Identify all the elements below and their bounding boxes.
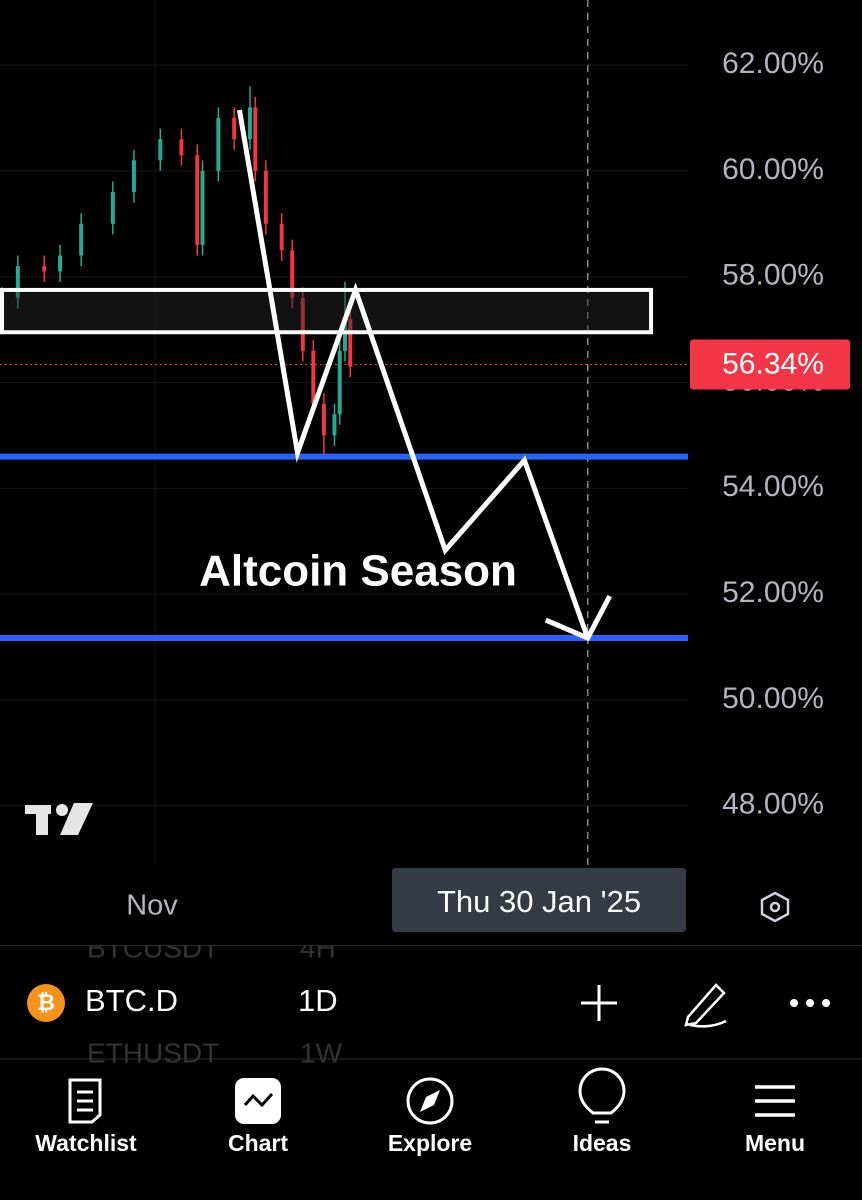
candle-body	[332, 414, 337, 436]
y-tick-label: 52.00%	[722, 576, 824, 609]
tab[interactable]: Explore	[388, 1077, 472, 1156]
candle-body	[158, 139, 163, 161]
candle-body	[300, 297, 305, 351]
faded-symbol: ETHUSDT	[87, 1037, 219, 1068]
annotation-text: Altcoin Season	[199, 547, 517, 596]
y-tick-label: 50.00%	[722, 682, 824, 715]
candle-body	[343, 319, 347, 351]
draw-button[interactable]	[684, 983, 727, 1028]
tab-label[interactable]: Menu	[745, 1130, 805, 1156]
arrow-path	[236, 109, 591, 639]
faded-symbol: BTCUSDT	[87, 945, 219, 963]
tab[interactable]: Menu	[745, 1085, 805, 1156]
interval[interactable]: 1D	[298, 983, 338, 1018]
candle-body	[42, 266, 47, 272]
chart: Nov Altcoin Season 48.00% 50.00% 52.00% 54.0…	[0, 0, 850, 932]
tab-label[interactable]: Explore	[388, 1130, 472, 1156]
y-tick-label: 62.00%	[722, 47, 824, 80]
tab[interactable]: Watchlist	[35, 1078, 137, 1156]
y-tick-label: 60.00%	[722, 153, 824, 186]
tab[interactable]: Ideas	[573, 1067, 632, 1156]
x-tick-label: Nov	[126, 890, 178, 922]
svg-text:₿: ₿	[37, 990, 55, 1015]
candle-body	[321, 403, 326, 436]
candle-body	[337, 350, 342, 415]
candle-body	[110, 192, 115, 224]
more-button[interactable]	[790, 999, 830, 1007]
candle-body	[131, 160, 136, 193]
tv-logo	[25, 803, 93, 835]
candle-body	[179, 139, 184, 156]
candle-body	[79, 223, 84, 256]
candle-body	[216, 117, 221, 171]
settings-icon[interactable]	[760, 891, 790, 923]
faded-interval: 1W	[300, 1037, 343, 1068]
candle-body	[311, 350, 316, 404]
tab[interactable]: Chart	[228, 1078, 288, 1156]
candle-body	[15, 266, 20, 298]
faded-interval: 4H	[300, 945, 336, 963]
candle-body	[253, 107, 258, 171]
candle-body	[195, 155, 200, 245]
tab-label[interactable]: Chart	[228, 1130, 288, 1156]
candle-body	[248, 107, 253, 140]
candle-body	[232, 117, 237, 140]
price-tag-label: 56.34%	[722, 347, 824, 380]
add-button[interactable]	[581, 985, 617, 1021]
candle-body	[200, 170, 205, 245]
y-tick-label: 54.00%	[722, 470, 824, 503]
symbol[interactable]: BTC.D	[85, 983, 178, 1018]
y-tick-label: 48.00%	[722, 788, 824, 821]
candle-body	[348, 319, 353, 367]
tab-label[interactable]: Ideas	[573, 1130, 632, 1156]
price-tag	[690, 339, 850, 390]
tab-label[interactable]: Watchlist	[35, 1130, 137, 1156]
btc-icon: ₿	[27, 984, 65, 1022]
date-tag	[392, 868, 686, 932]
arrow-head	[544, 594, 612, 642]
bottom-ui: BTCUSDT 4H ETHUSDT 1W ₿ BTC.D 1D Watchli…	[0, 945, 862, 1156]
candle-body	[279, 223, 284, 251]
candle-body	[290, 250, 295, 298]
candle-body	[263, 170, 268, 224]
zone-rectangle	[0, 287, 654, 335]
date-tag-label: Thu 30 Jan '25	[437, 884, 641, 919]
candle-body	[58, 255, 63, 272]
y-tick-label: 58.00%	[722, 259, 824, 292]
